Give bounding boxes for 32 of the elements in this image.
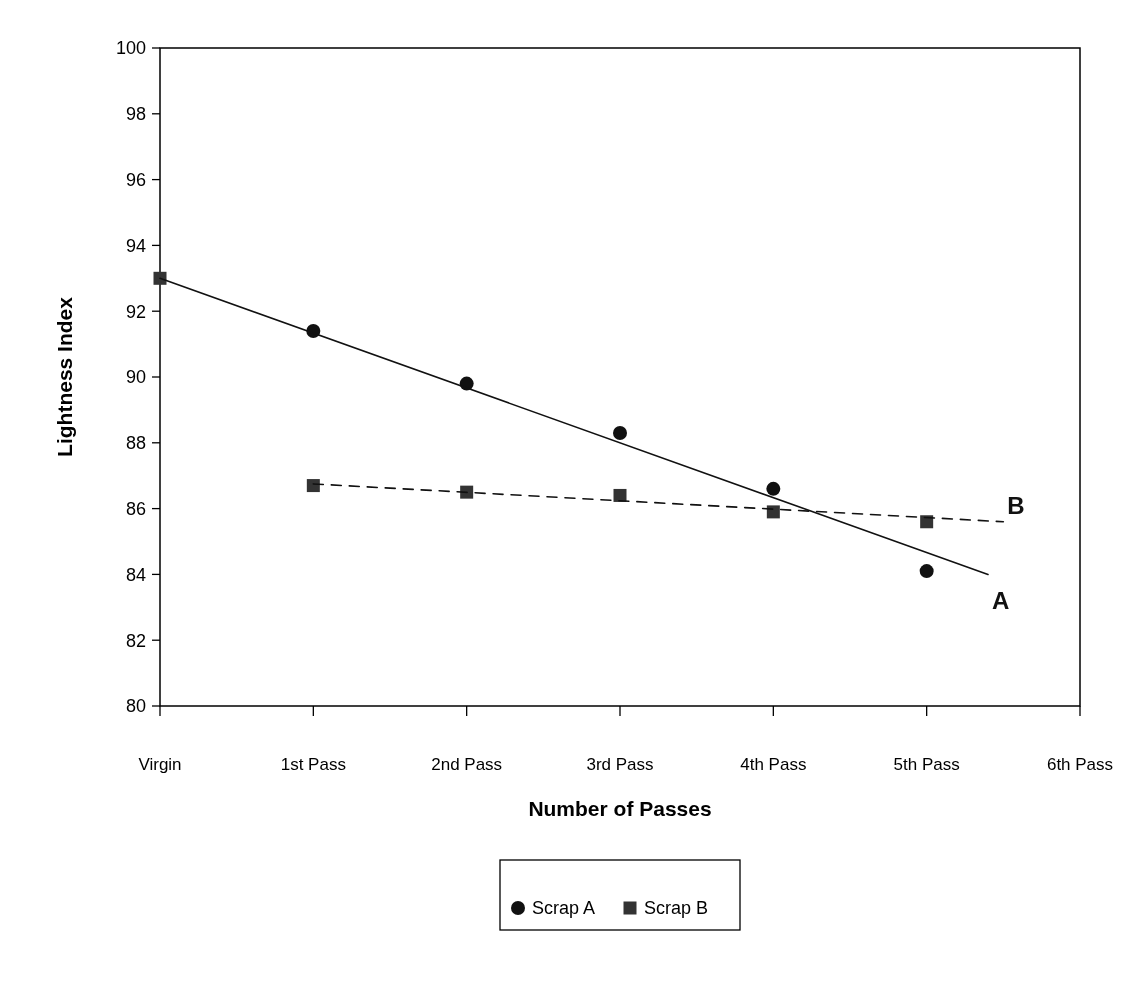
x-axis-title: Number of Passes	[528, 797, 712, 820]
point	[460, 485, 474, 499]
series-label: A	[992, 586, 1010, 614]
point	[920, 515, 934, 529]
legend-label: Scrap B	[644, 898, 709, 919]
x-tick-label: Virgin	[138, 755, 182, 774]
y-tick-label: 88	[125, 433, 146, 454]
y-tick-label: 86	[125, 498, 146, 519]
x-tick-label: 3rd Pass	[586, 755, 654, 774]
y-tick-label: 96	[125, 169, 146, 190]
y-axis-title: Lightness Index	[53, 296, 76, 457]
point	[306, 479, 320, 493]
x-tick-label: 6th Pass	[1046, 755, 1114, 774]
x-tick-label: 2nd Pass	[431, 755, 503, 774]
x-tick-label: 4th Pass	[740, 755, 807, 774]
y-tick-label: 94	[125, 235, 146, 256]
point	[766, 481, 781, 496]
y-tick-label: 98	[125, 104, 146, 125]
y-tick-label: 92	[125, 301, 146, 322]
series-label: B	[1007, 492, 1025, 520]
point	[766, 505, 780, 519]
x-tick-label: 1st Pass	[280, 755, 346, 774]
legend-label: Scrap A	[532, 898, 596, 919]
point	[613, 425, 627, 440]
y-tick-label: 100	[115, 38, 146, 59]
x-tick-label: 5th Pass	[893, 755, 960, 774]
y-tick-label: 84	[125, 564, 146, 585]
y-tick-label: 80	[125, 696, 146, 717]
y-tick-label: 82	[125, 630, 146, 651]
point	[919, 564, 934, 579]
point	[153, 271, 167, 285]
y-tick-label: 90	[125, 367, 146, 388]
